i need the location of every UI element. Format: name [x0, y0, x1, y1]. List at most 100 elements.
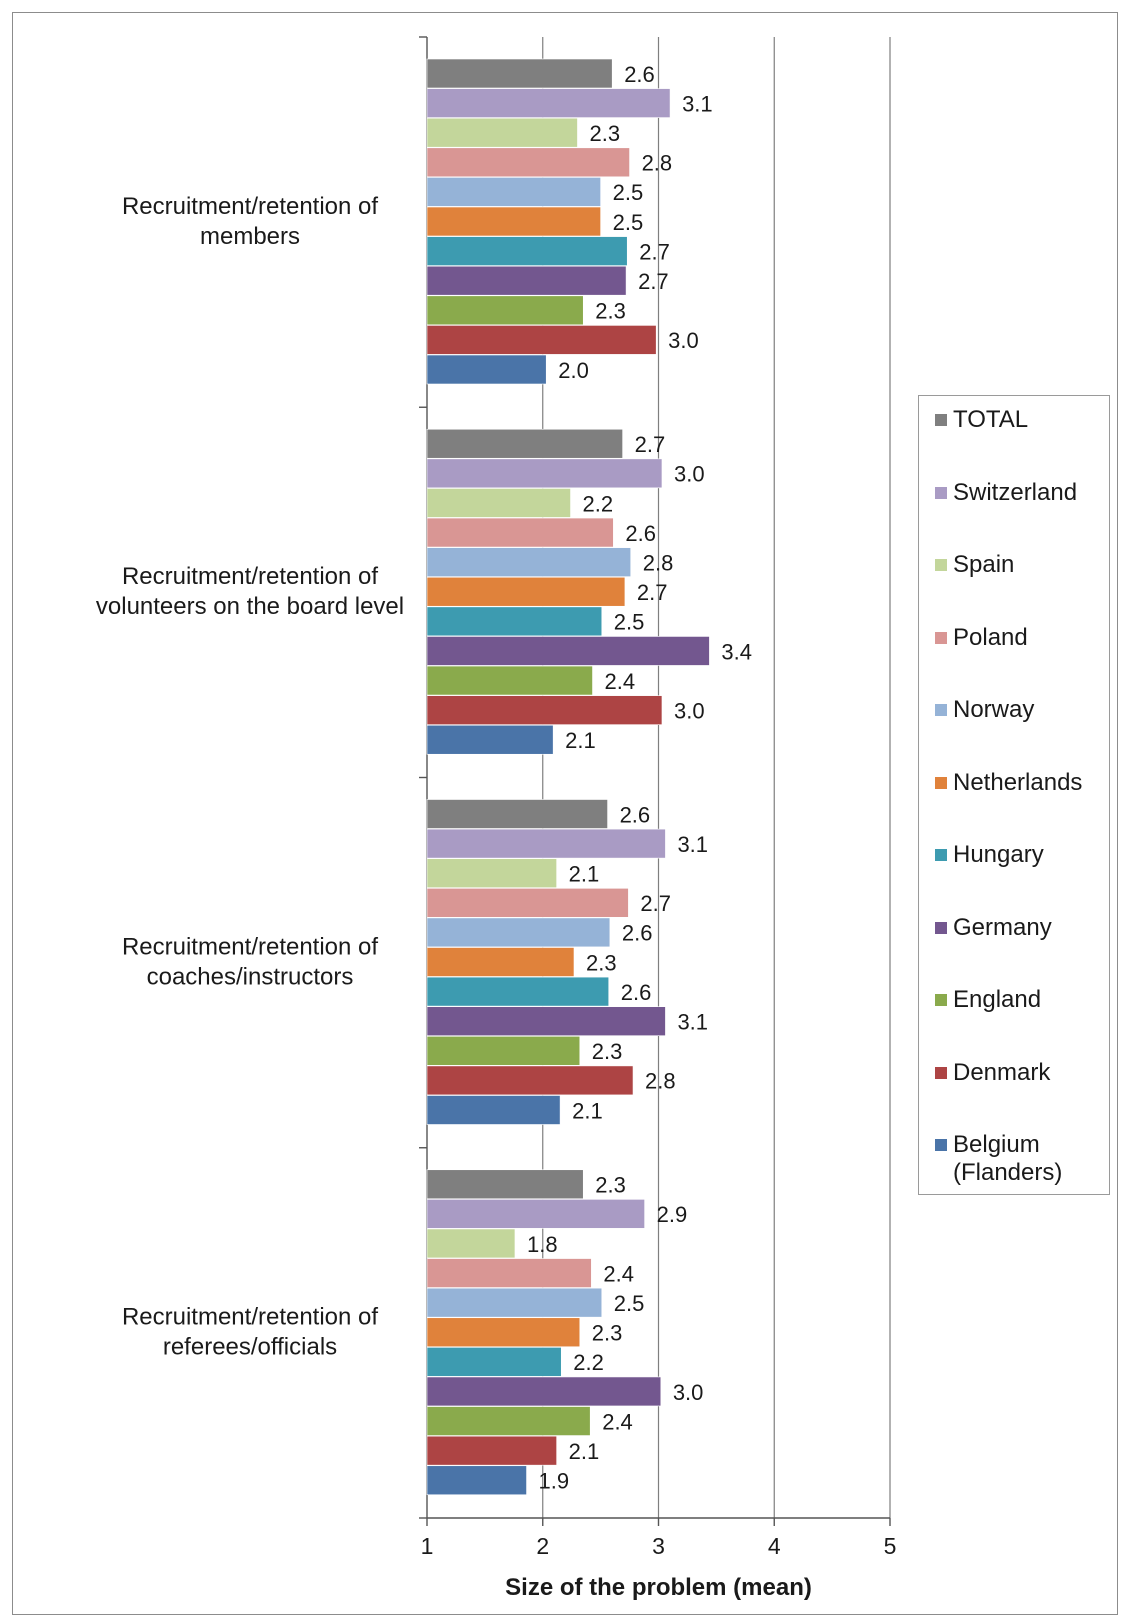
data-label: 2.3: [595, 299, 626, 324]
data-label: 2.7: [640, 891, 671, 916]
bar: [426, 206, 601, 237]
legend-swatch: [935, 414, 947, 426]
x-axis-title: Size of the problem (mean): [505, 1574, 812, 1601]
x-tick-label: 3: [652, 1533, 665, 1559]
legend-swatch: [935, 704, 947, 716]
data-label: 3.0: [674, 462, 705, 487]
data-label: 2.7: [639, 239, 670, 264]
legend-label: Switzerland: [953, 478, 1078, 506]
bar: [426, 947, 575, 977]
data-label: 3.1: [677, 1010, 708, 1035]
data-label: 2.6: [621, 980, 652, 1005]
bar: [426, 58, 613, 89]
data-label: 3.1: [682, 91, 713, 116]
legend-label: Netherlands: [953, 768, 1083, 796]
legend-label: Denmark: [953, 1058, 1051, 1086]
legend-label: Spain: [953, 551, 1015, 578]
data-label: 3.0: [673, 1380, 704, 1405]
data-label: 3.0: [668, 328, 699, 353]
data-label: 2.5: [613, 180, 644, 205]
bar: [426, 236, 628, 266]
bar: [426, 976, 610, 1007]
bar: [426, 147, 630, 178]
bar: [426, 1435, 557, 1466]
bar: [426, 265, 627, 296]
bar: [426, 1406, 591, 1436]
data-label: 2.5: [613, 210, 644, 235]
legend-swatch: [935, 559, 947, 571]
data-label: 2.1: [572, 1098, 603, 1123]
x-tick-label: 1: [421, 1533, 434, 1559]
legend-label: Hungary: [953, 841, 1044, 868]
data-label: 2.6: [624, 62, 655, 87]
bar: [426, 917, 611, 948]
category-label: Recruitment/retention of members: [122, 193, 378, 250]
bar: [426, 1006, 666, 1037]
bar: [426, 1095, 561, 1125]
bar: [426, 606, 603, 637]
legend-swatch: [935, 1066, 947, 1079]
bar: [426, 428, 623, 459]
x-tick-label: 5: [884, 1533, 897, 1559]
bar: [426, 295, 584, 326]
data-label: 2.6: [625, 521, 656, 546]
legend-label: Poland: [953, 623, 1028, 651]
bar: [426, 828, 666, 859]
bar: [426, 177, 601, 207]
bar: [426, 695, 663, 725]
data-label: 2.3: [592, 1321, 623, 1346]
bar: [426, 458, 663, 489]
data-label: 2.5: [614, 1291, 645, 1316]
x-tick-label: 4: [768, 1533, 781, 1559]
category-label: Recruitment/retention of coaches/instruct…: [122, 933, 378, 990]
bar: [426, 1287, 603, 1318]
data-label: 2.7: [638, 269, 669, 294]
bar: [426, 887, 629, 918]
data-label: 2.3: [592, 1039, 623, 1064]
bar: [426, 488, 571, 518]
data-label: 2.9: [657, 1202, 688, 1227]
bar: [426, 724, 554, 755]
legend-label: Norway: [953, 696, 1035, 723]
bar: [426, 1036, 581, 1066]
legend-swatch: [935, 994, 947, 1006]
legend-swatch: [935, 776, 947, 789]
bar: [426, 1065, 634, 1096]
chart-legend: TOTAL Switzerland Spain Poland Norway Netherl…: [918, 395, 1110, 1195]
data-label: 1.9: [539, 1469, 570, 1494]
data-label: 2.4: [605, 669, 636, 694]
legend-label: Germany: [953, 913, 1052, 941]
legend-swatch: [935, 849, 947, 861]
category-label: Recruitment/retention of volunteers on th…: [96, 563, 404, 620]
data-label: 3.1: [677, 832, 708, 857]
legend-label: England: [953, 986, 1042, 1013]
legend-swatch: [935, 921, 947, 934]
data-label: 3.0: [674, 698, 705, 723]
data-label: 2.1: [569, 862, 600, 887]
data-label: 2.3: [589, 121, 620, 146]
bar: [426, 576, 626, 607]
bar: [426, 1347, 562, 1377]
legend-swatch: [935, 1139, 947, 1151]
legend-swatch: [935, 631, 947, 644]
bar: [426, 354, 547, 385]
bar: [426, 517, 614, 548]
data-label: 2.6: [622, 921, 653, 946]
data-label: 3.4: [721, 639, 752, 664]
bar: [426, 858, 557, 889]
data-label: 2.8: [645, 1069, 676, 1094]
x-tick-label: 2: [536, 1533, 549, 1559]
data-label: 2.1: [569, 1439, 600, 1464]
category-label: Recruitment/retention of referees/officia…: [122, 1304, 378, 1361]
data-label: 2.5: [614, 610, 645, 635]
bar: [426, 1228, 516, 1259]
data-label: 2.0: [558, 358, 589, 383]
bar: [426, 1258, 592, 1288]
bar: [426, 636, 710, 666]
bar: [426, 325, 657, 355]
legend-swatch: [935, 486, 947, 499]
bar: [426, 1376, 662, 1407]
bar: [426, 1199, 645, 1229]
data-label: 2.7: [635, 432, 666, 457]
